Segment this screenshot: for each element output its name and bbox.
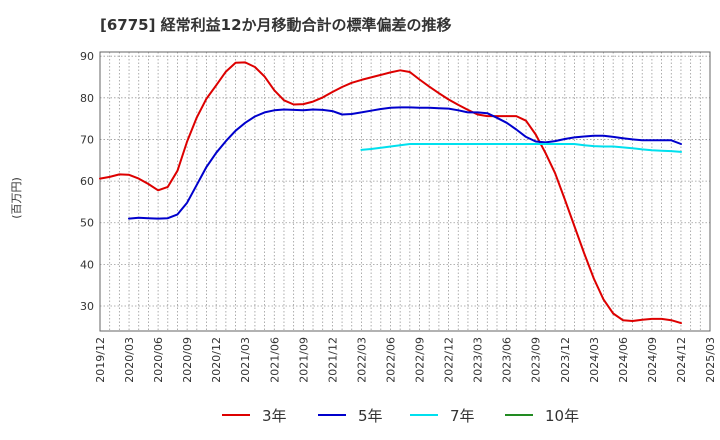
plot-frame bbox=[99, 51, 711, 332]
legend-item: 7年 bbox=[410, 404, 475, 426]
x-tick-label: 2024/12 bbox=[675, 337, 688, 383]
series-line-7年 bbox=[360, 143, 682, 153]
legend-swatch bbox=[222, 414, 250, 416]
legend-item: 3年 bbox=[222, 404, 287, 426]
x-tick-label: 2025/03 bbox=[704, 337, 717, 383]
x-tick-label: 2023/03 bbox=[472, 337, 485, 383]
x-tick-label: 2021/12 bbox=[326, 337, 339, 383]
x-tick-label: 2024/09 bbox=[646, 337, 659, 383]
legend-swatch bbox=[318, 414, 346, 416]
legend-label: 10年 bbox=[545, 406, 580, 425]
legend-swatch bbox=[410, 414, 438, 416]
x-tick-label: 2019/12 bbox=[94, 337, 107, 383]
x-tick-label: 2024/06 bbox=[617, 337, 630, 383]
legend-swatch bbox=[505, 414, 533, 416]
series-line-5年 bbox=[128, 106, 682, 220]
x-tick-label: 2021/03 bbox=[239, 337, 252, 383]
x-tick-label: 2021/09 bbox=[297, 337, 310, 383]
x-tick-label: 2023/12 bbox=[559, 337, 572, 383]
x-tick-label: 2022/03 bbox=[355, 337, 368, 383]
chart-title: [6775] 経常利益12か月移動合計の標準偏差の推移 bbox=[100, 16, 452, 34]
legend-label: 5年 bbox=[358, 406, 383, 425]
chart-legend: 3年 5年 7年 10年 bbox=[0, 404, 720, 428]
x-tick-label: 2020/03 bbox=[123, 337, 136, 383]
plot-area bbox=[100, 52, 710, 331]
x-tick-label: 2020/06 bbox=[152, 337, 165, 383]
x-tick-label: 2022/12 bbox=[443, 337, 456, 383]
x-tick-label: 2022/06 bbox=[384, 337, 397, 383]
y-tick-label: 40 bbox=[80, 258, 94, 271]
x-tick-label: 2023/09 bbox=[530, 337, 543, 383]
x-tick-label: 2020/09 bbox=[181, 337, 194, 383]
y-tick-label: 80 bbox=[80, 92, 94, 105]
x-tick-label: 2024/03 bbox=[588, 337, 601, 383]
legend-item: 5年 bbox=[318, 404, 383, 426]
x-tick-label: 2020/12 bbox=[210, 337, 223, 383]
legend-item: 10年 bbox=[505, 404, 579, 426]
y-tick-label: 30 bbox=[80, 300, 94, 313]
legend-label: 3年 bbox=[262, 406, 287, 425]
series-line-3年 bbox=[99, 61, 682, 325]
y-tick-label: 90 bbox=[80, 50, 94, 63]
x-tick-label: 2023/06 bbox=[501, 337, 514, 383]
y-tick-label: 50 bbox=[80, 217, 94, 230]
x-tick-label: 2021/06 bbox=[268, 337, 281, 383]
legend-label: 7年 bbox=[450, 406, 475, 425]
y-tick-label: 70 bbox=[80, 133, 94, 146]
y-tick-label: 60 bbox=[80, 175, 94, 188]
x-tick-label: 2022/09 bbox=[414, 337, 427, 383]
